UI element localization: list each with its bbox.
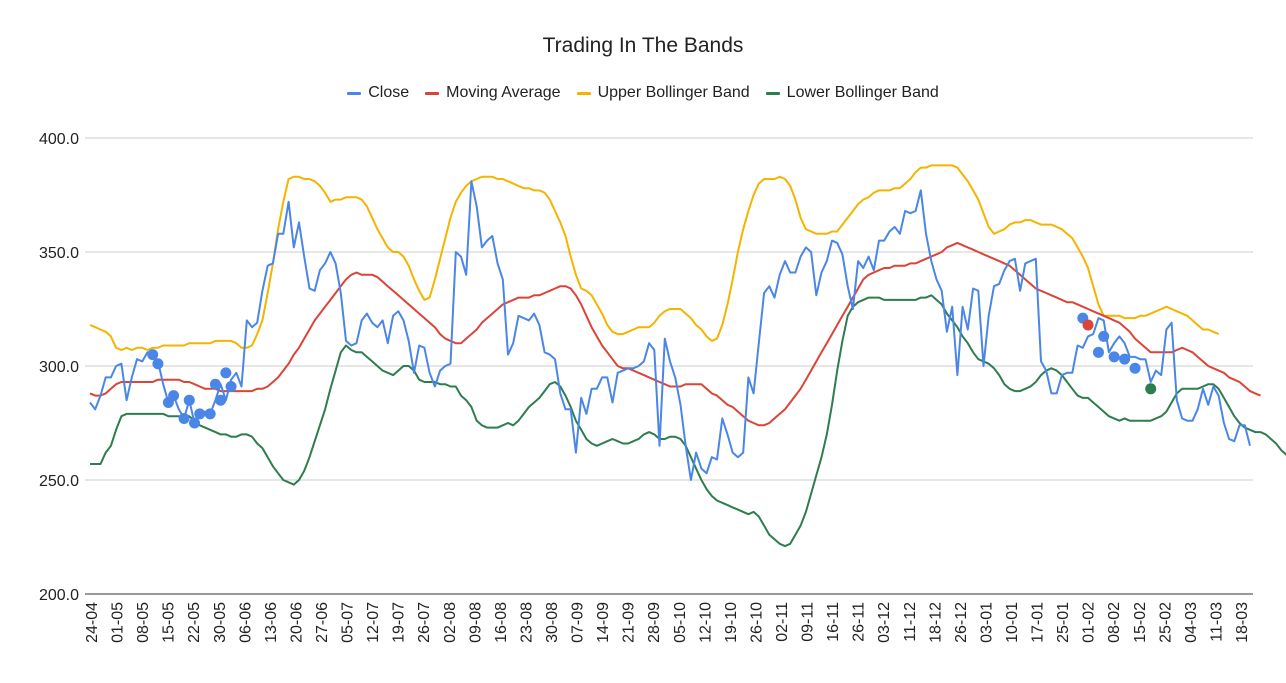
close-point [147, 349, 159, 361]
close-point [225, 381, 237, 393]
x-tick-label: 08-05 [135, 602, 152, 643]
close-point [178, 412, 190, 424]
x-tick-label: 20-06 [288, 602, 305, 643]
close-point [183, 394, 195, 406]
y-tick-label: 250.0 [39, 473, 79, 490]
x-tick-label: 06-06 [237, 602, 254, 643]
x-tick-label: 09-08 [467, 602, 484, 643]
x-tick-label: 26-11 [851, 602, 868, 642]
x-tick-label: 27-06 [314, 602, 331, 643]
x-tick-label: 16-11 [825, 602, 842, 642]
x-tick-label: 26-12 [953, 602, 970, 643]
y-tick-label: 300.0 [39, 359, 79, 376]
x-tick-label: 24-04 [84, 602, 101, 643]
lower-band-point [1145, 383, 1157, 395]
x-tick-label: 15-05 [161, 602, 178, 643]
legend-swatch [576, 91, 591, 95]
x-tick-label: 18-03 [1234, 602, 1251, 643]
close-point [1108, 351, 1120, 363]
legend-item[interactable]: Close [347, 84, 409, 102]
x-tick-label: 30-08 [544, 602, 561, 643]
x-tick-label: 13-06 [263, 602, 280, 643]
close-point [209, 378, 221, 390]
y-tick-label: 400.0 [39, 131, 79, 148]
x-tick-label: 21-09 [621, 602, 638, 643]
x-tick-label: 11-03 [1208, 602, 1225, 642]
x-tick-label: 01-02 [1081, 602, 1098, 643]
x-tick-label: 28-09 [646, 602, 663, 643]
x-tick-label: 03-12 [876, 602, 893, 643]
x-tick-label: 25-02 [1157, 602, 1174, 643]
close-point [194, 408, 206, 420]
close-point [1129, 362, 1141, 374]
close-point [152, 358, 164, 370]
legend-item[interactable]: Upper Bollinger Band [576, 84, 750, 102]
close-point [1098, 330, 1110, 342]
x-tick-label: 12-10 [697, 602, 714, 643]
x-tick-label: 01-05 [110, 602, 127, 643]
x-tick-label: 04-03 [1183, 602, 1200, 643]
close-point [220, 367, 232, 379]
chart-title: Trading In The Bands [542, 34, 744, 57]
x-tick-label: 16-08 [493, 602, 510, 643]
x-tick-label: 26-10 [748, 602, 765, 643]
close-point [204, 408, 216, 420]
legend[interactable]: Close Moving Average Upper Bollinger Band L… [0, 84, 1286, 102]
x-tick-label: 23-08 [518, 602, 535, 643]
x-tick-label: 02-11 [774, 602, 791, 642]
x-tick-label: 25-01 [1055, 602, 1072, 643]
x-tick-label: 15-02 [1132, 602, 1149, 643]
legend-item[interactable]: Moving Average [425, 84, 561, 102]
moving-average-line [89, 241, 1261, 427]
x-tick-label: 19-10 [723, 602, 740, 643]
legend-label: Close [368, 84, 410, 101]
legend-label: Moving Average [446, 84, 561, 101]
close-point [215, 394, 227, 406]
x-tick-label: 11-12 [902, 602, 919, 642]
y-tick-label: 200.0 [39, 587, 79, 604]
close-point [168, 390, 180, 402]
x-tick-label: 17-01 [1030, 602, 1047, 643]
x-tick-label: 30-05 [212, 602, 229, 643]
legend-swatch [425, 91, 440, 95]
x-tick-label: 14-09 [595, 602, 612, 643]
legend-item[interactable]: Lower Bollinger Band [765, 84, 939, 102]
close-line [89, 180, 1251, 481]
x-tick-label: 12-07 [365, 602, 382, 643]
close-point [1092, 346, 1104, 358]
x-tick-label: 03-01 [978, 602, 995, 643]
legend-label: Upper Bollinger Band [597, 84, 750, 101]
x-tick-label: 10-01 [1004, 602, 1021, 643]
x-tick-label: 08-02 [1106, 602, 1123, 643]
legend-swatch [347, 91, 362, 95]
lower-band-line [90, 294, 1286, 548]
x-tick-label: 09-11 [800, 602, 817, 642]
x-tick-label: 19-07 [391, 602, 408, 643]
x-tick-label: 26-07 [416, 602, 433, 643]
x-tick-label: 18-12 [927, 602, 944, 643]
x-tick-label: 02-08 [442, 602, 459, 643]
x-tick-label: 05-07 [340, 602, 357, 643]
legend-label: Lower Bollinger Band [786, 84, 939, 101]
close-point [189, 417, 201, 429]
moving-average-point [1082, 319, 1094, 331]
legend-swatch [765, 91, 780, 95]
y-tick-label: 350.0 [39, 245, 79, 262]
x-tick-label: 07-09 [570, 602, 587, 643]
close-point [1119, 353, 1131, 365]
x-tick-label: 22-05 [186, 602, 203, 643]
upper-band-line [89, 164, 1220, 351]
x-tick-label: 05-10 [672, 602, 689, 643]
